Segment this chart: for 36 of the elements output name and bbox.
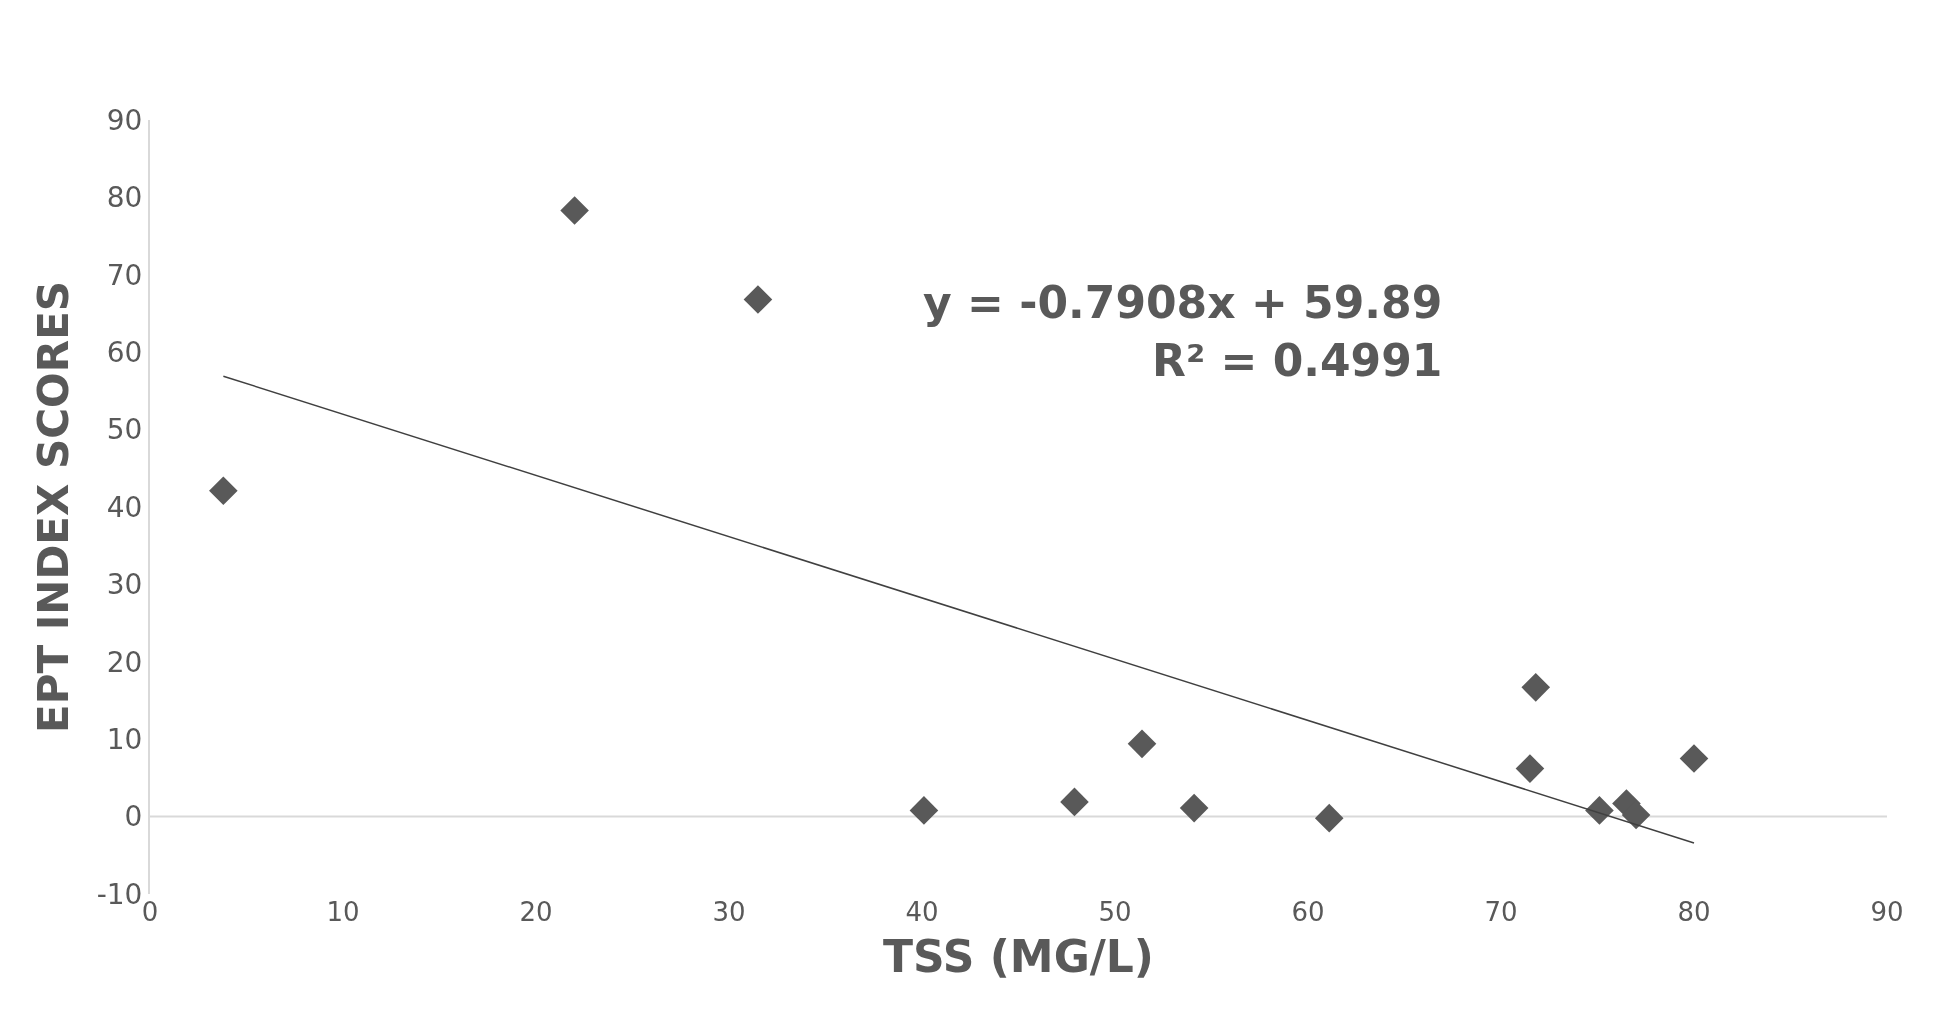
point	[1679, 744, 1709, 773]
y-tick-label: 30	[106, 568, 143, 602]
x-tick-label: 50	[1098, 897, 1132, 927]
point	[560, 196, 589, 225]
annotation: R² = 0.4991	[1152, 335, 1443, 386]
y-tick-label: 60	[106, 336, 143, 369]
y-tick-label: 0	[124, 800, 143, 834]
y-tick-label: 90	[106, 103, 143, 137]
x-tick-label: 70	[1484, 897, 1518, 927]
y-tick-label: 70	[106, 258, 143, 292]
x-tick-label: 40	[905, 897, 939, 927]
y-tick-label: 20	[106, 645, 143, 679]
x-axis-title: TSS (MG/L)	[883, 931, 1154, 983]
x-tick-label: 10	[326, 897, 360, 927]
point	[1179, 793, 1209, 823]
y-tick-label: 10	[106, 723, 143, 756]
x-tick-label: 30	[712, 897, 746, 927]
point	[1127, 729, 1157, 759]
point	[1314, 803, 1344, 833]
point	[1585, 796, 1614, 825]
point	[209, 476, 238, 506]
x-tick-label: 20	[519, 897, 553, 927]
point	[1060, 787, 1089, 817]
x-tick-label: 80	[1677, 897, 1711, 927]
point	[909, 796, 939, 825]
point	[1521, 673, 1551, 702]
x-tick-label: 90	[1870, 897, 1904, 927]
y-tick-label: 80	[106, 181, 143, 215]
x-tick-label: 60	[1291, 897, 1325, 927]
point	[743, 285, 773, 314]
annotation: y = -0.7908x + 59.89	[923, 277, 1443, 328]
y-tick-label: 40	[106, 490, 143, 524]
y-tick-label: 50	[106, 413, 143, 447]
y-axis-title: EPT INDEX SCORES	[28, 280, 78, 734]
y-tick-label: -10	[96, 877, 143, 911]
point	[1515, 754, 1545, 783]
